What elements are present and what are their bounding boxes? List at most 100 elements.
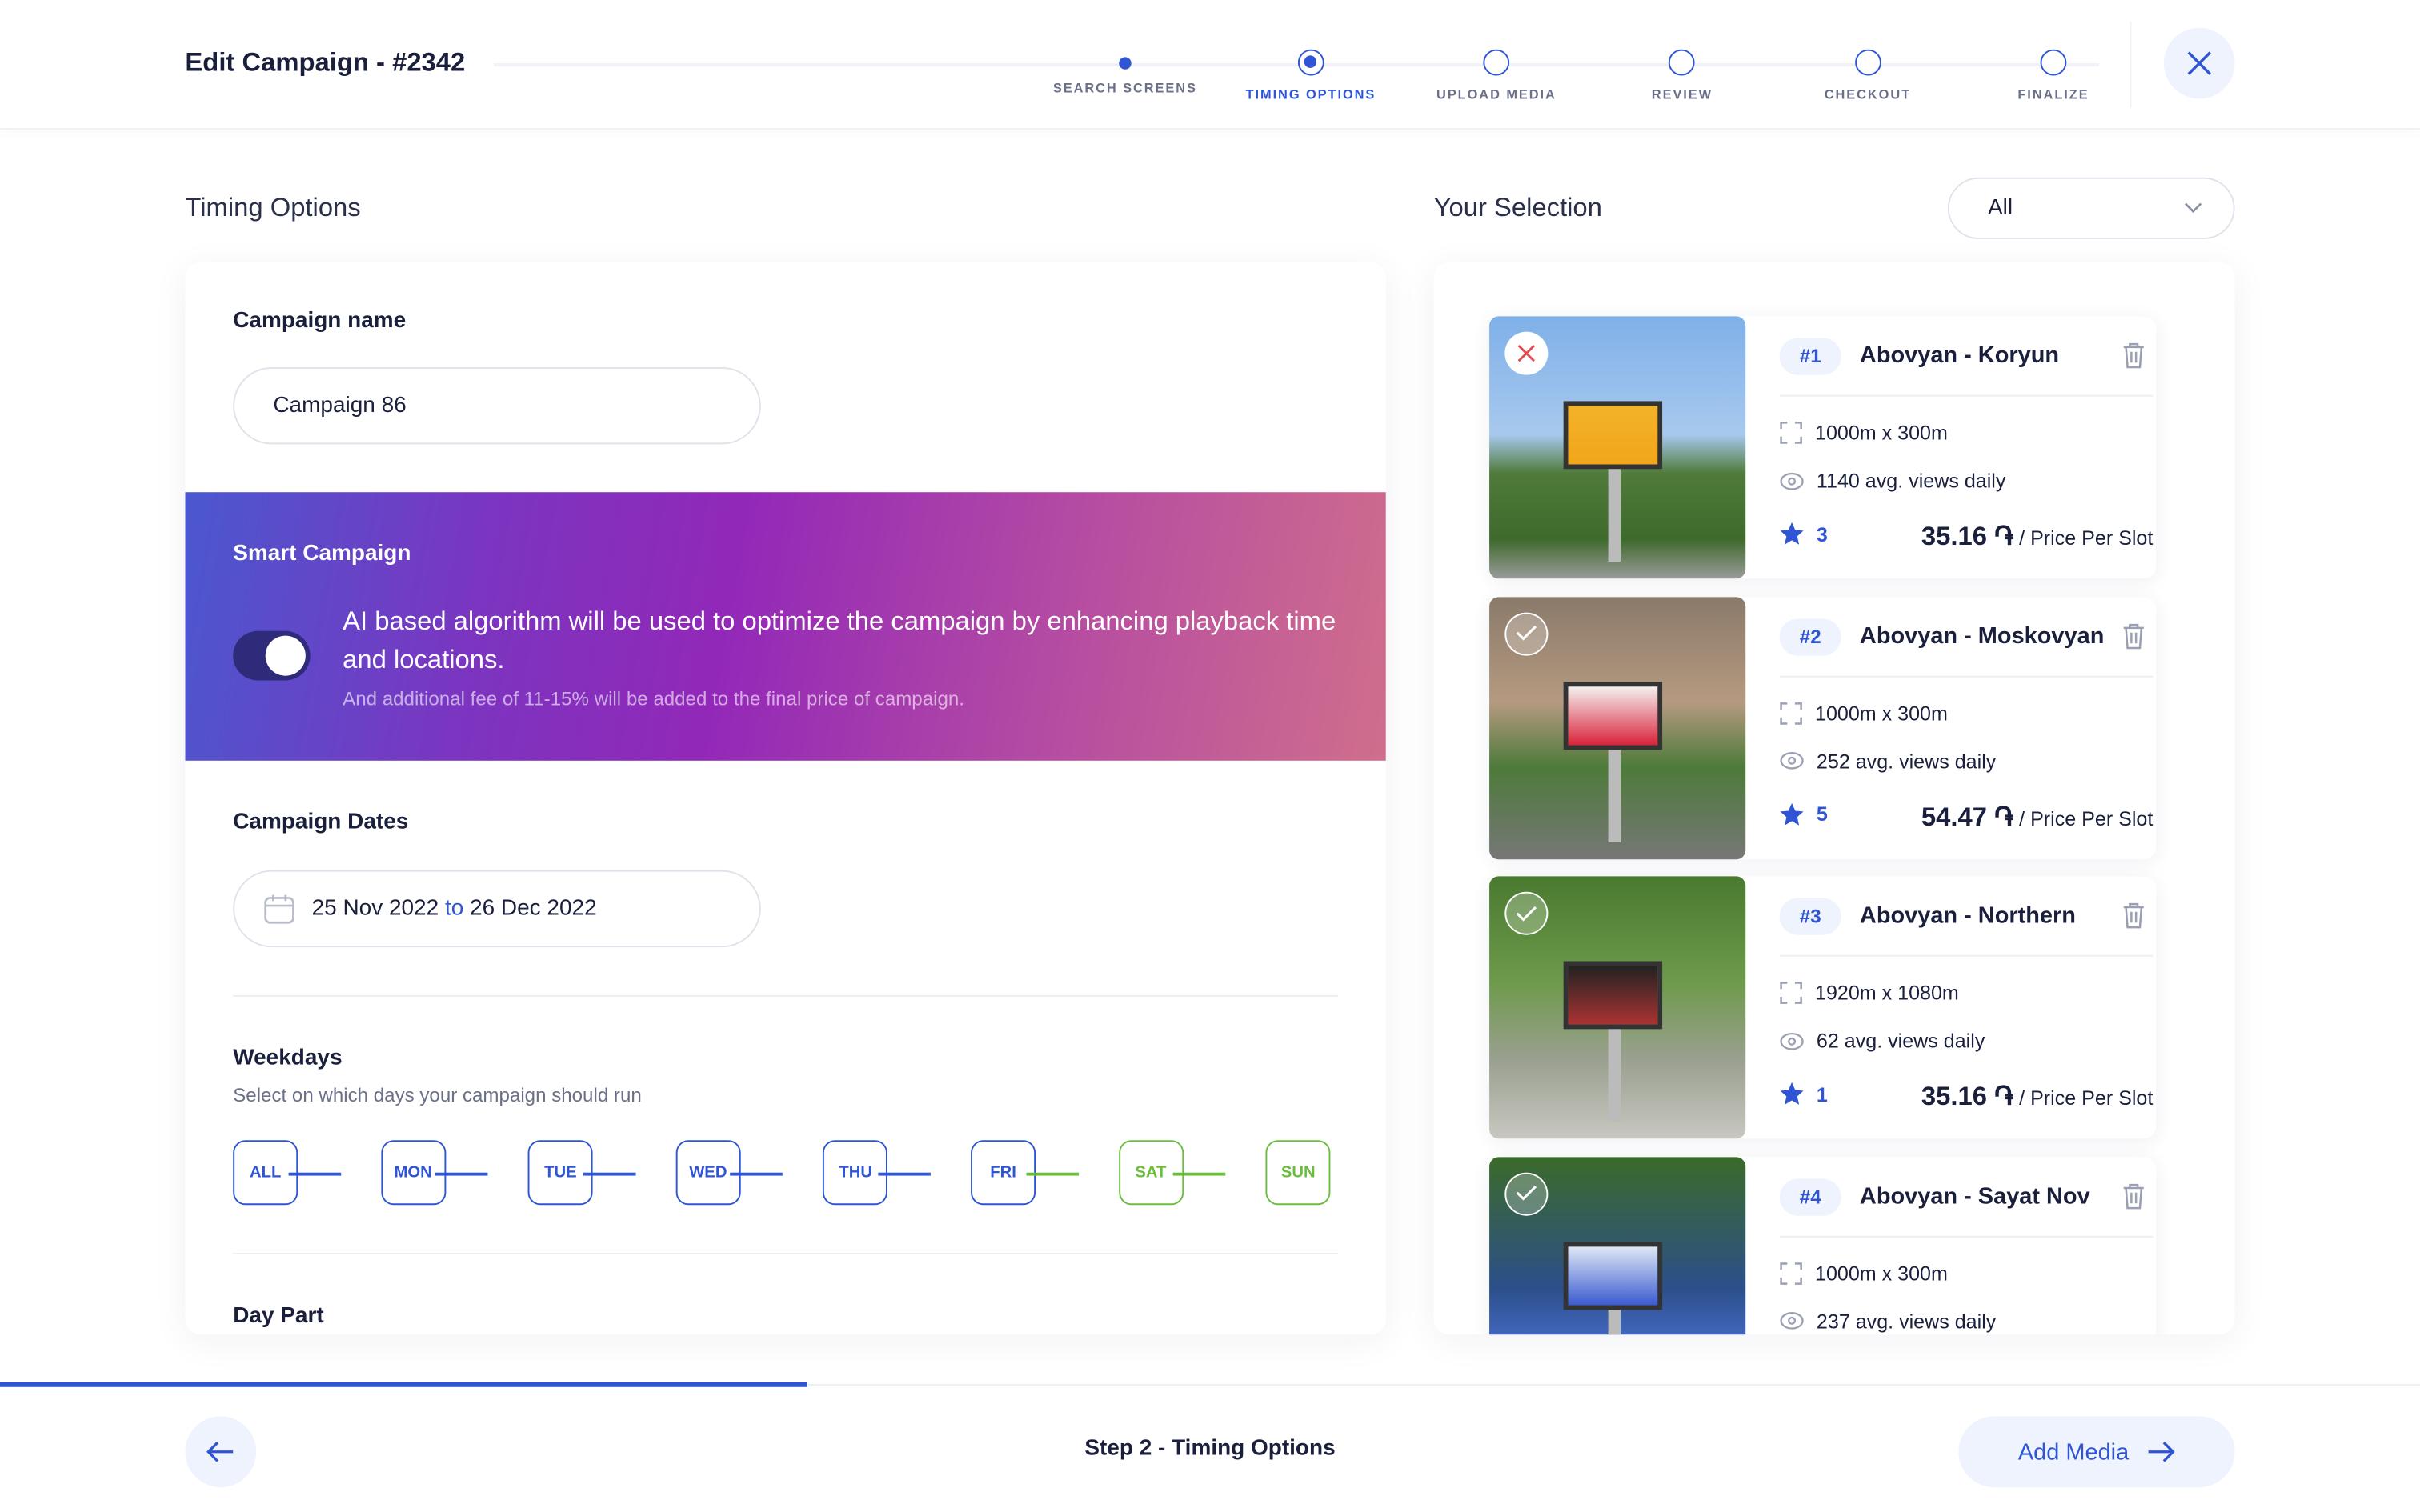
timing-card: Campaign name Campaign 86 Smart Campaign… bbox=[185, 262, 1386, 1335]
trash-icon[interactable] bbox=[2122, 1182, 2146, 1209]
dimensions-icon bbox=[1780, 1262, 1802, 1284]
approve-toggle[interactable] bbox=[1504, 891, 1549, 935]
billboard-pole bbox=[1608, 469, 1621, 562]
day-part-label: Day Part bbox=[233, 1303, 324, 1329]
header: Edit Campaign - #2342 SEARCH SCREENS TIMI… bbox=[0, 0, 2420, 130]
billboard-pole bbox=[1608, 749, 1621, 842]
billboard-image bbox=[1563, 1241, 1663, 1310]
step-label: FINALIZE bbox=[2017, 86, 2089, 102]
trash-icon[interactable] bbox=[2122, 902, 2146, 929]
day-button-sun[interactable]: SUN bbox=[1265, 1140, 1331, 1206]
screen-name: Abovyan - Koryun bbox=[1859, 342, 2060, 369]
step-label: SEARCH SCREENS bbox=[1052, 80, 1197, 96]
screen-photo bbox=[1489, 876, 1746, 1139]
footer: Step 2 - Timing Options Add Media bbox=[0, 1382, 2420, 1512]
screen-number-badge: #1 bbox=[1779, 338, 1841, 375]
eye-icon bbox=[1780, 1032, 1804, 1050]
divider bbox=[1779, 394, 2154, 397]
progress-bar bbox=[0, 1382, 807, 1387]
date-separator: to bbox=[444, 896, 464, 922]
screen-name: Abovyan - Sayat Nov bbox=[1859, 1182, 2090, 1210]
day-connector bbox=[878, 1172, 931, 1175]
divider bbox=[1779, 674, 2154, 677]
day-connector bbox=[730, 1172, 783, 1175]
add-media-button[interactable]: Add Media bbox=[1958, 1416, 2235, 1488]
day-connector bbox=[1025, 1172, 1079, 1175]
step-upload-media[interactable]: UPLOAD MEDIA bbox=[1404, 49, 1589, 102]
campaign-name-label: Campaign name bbox=[233, 308, 407, 334]
dimensions-icon bbox=[1780, 702, 1802, 724]
close-icon bbox=[1517, 344, 1536, 362]
step-timing-options[interactable]: TIMING OPTIONS bbox=[1218, 49, 1403, 102]
dimensions-icon bbox=[1780, 422, 1802, 444]
screen-size: 1000m x 300m bbox=[1814, 1261, 1948, 1285]
billboard-image bbox=[1563, 681, 1663, 750]
price-suffix: / Price Per Slot bbox=[2019, 806, 2154, 830]
campaign-dates-input[interactable]: 25 Nov 2022 to 26 Dec 2022 bbox=[233, 870, 761, 948]
weekdays-label: Weekdays bbox=[233, 1046, 343, 1071]
screen-photo bbox=[1489, 596, 1746, 859]
divider bbox=[1779, 954, 2154, 957]
step-indicator bbox=[2040, 49, 2067, 76]
page-title: Edit Campaign - #2342 bbox=[185, 47, 466, 78]
screen-price: 54.47 ֏ bbox=[1921, 801, 2014, 831]
screen-price: 35.16 ֏ bbox=[1921, 1081, 2014, 1111]
screen-number-badge: #3 bbox=[1779, 898, 1841, 935]
day-connector bbox=[435, 1172, 488, 1175]
billboard-pole bbox=[1608, 1029, 1621, 1122]
billboard-image bbox=[1563, 401, 1663, 470]
screen-size: 1000m x 300m bbox=[1814, 701, 1948, 725]
step-finalize[interactable]: FINALIZE bbox=[1961, 49, 2146, 102]
step-indicator bbox=[1669, 49, 1696, 76]
billboard-image bbox=[1563, 961, 1663, 1030]
star-icon bbox=[1780, 522, 1804, 545]
divider bbox=[233, 994, 1339, 997]
divider bbox=[1779, 1234, 2154, 1237]
day-connector bbox=[583, 1172, 636, 1175]
screen-photo bbox=[1489, 316, 1746, 579]
step-indicator bbox=[1119, 57, 1132, 70]
step-review[interactable]: REVIEW bbox=[1589, 49, 1774, 102]
screen-name: Abovyan - Moskovyan bbox=[1859, 622, 2105, 649]
star-icon bbox=[1780, 802, 1804, 825]
approve-toggle[interactable] bbox=[1504, 1171, 1549, 1215]
step-label: UPLOAD MEDIA bbox=[1436, 86, 1557, 102]
screen-rating: 3 bbox=[1816, 522, 1828, 546]
step-search-screens[interactable]: SEARCH SCREENS bbox=[1032, 50, 1217, 96]
step-label: Step 2 - Timing Options bbox=[1084, 1436, 1336, 1462]
screen-size: 1920m x 1080m bbox=[1814, 981, 1959, 1005]
check-icon bbox=[1516, 625, 1537, 641]
step-checkout[interactable]: CHECKOUT bbox=[1775, 49, 1960, 102]
trash-icon[interactable] bbox=[2122, 622, 2146, 649]
campaign-name-input[interactable]: Campaign 86 bbox=[233, 366, 761, 445]
smart-campaign-toggle[interactable] bbox=[233, 630, 311, 681]
check-icon bbox=[1516, 1185, 1537, 1201]
smart-campaign-title: Smart Campaign bbox=[233, 541, 411, 566]
divider bbox=[2130, 21, 2132, 108]
reject-toggle[interactable] bbox=[1504, 331, 1549, 375]
screen-price: 35.16 ֏ bbox=[1921, 521, 2014, 551]
step-indicator bbox=[1297, 49, 1324, 76]
back-button[interactable] bbox=[185, 1416, 257, 1488]
arrow-right-icon bbox=[2149, 1442, 2176, 1462]
screen-name: Abovyan - Northern bbox=[1859, 902, 2076, 929]
selection-filter-select[interactable]: All bbox=[1947, 177, 2235, 239]
trash-icon[interactable] bbox=[2122, 342, 2146, 369]
close-button[interactable] bbox=[2163, 27, 2235, 99]
screen-size: 1000m x 300m bbox=[1814, 421, 1948, 445]
price-suffix: / Price Per Slot bbox=[2019, 1086, 2154, 1110]
divider bbox=[233, 1252, 1339, 1254]
approve-toggle[interactable] bbox=[1504, 611, 1549, 655]
screen-rating: 5 bbox=[1816, 802, 1828, 826]
timing-heading: Timing Options bbox=[185, 193, 361, 222]
smart-campaign-description: AI based algorithm will be used to optim… bbox=[343, 606, 1336, 674]
step-indicator bbox=[1483, 49, 1510, 76]
step-indicator bbox=[1854, 49, 1881, 76]
screen-number-badge: #4 bbox=[1779, 1178, 1841, 1215]
date-from: 25 Nov 2022 bbox=[311, 896, 439, 922]
selection-card: #1 Abovyan - Koryun 1000m x 300m 1140 av… bbox=[1433, 262, 2235, 1335]
step-label: REVIEW bbox=[1651, 86, 1713, 102]
eye-icon bbox=[1780, 471, 1804, 490]
screen-photo bbox=[1489, 1156, 1746, 1335]
selection-item: #3 Abovyan - Northern 1920m x 1080m 62 a… bbox=[1489, 876, 2157, 1139]
